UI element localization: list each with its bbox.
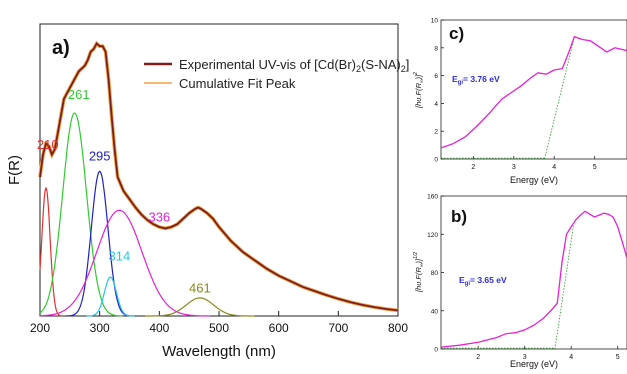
panel-a-x-tick-label: 600 (269, 321, 289, 335)
panel-c-y-tick-label: 10 (431, 18, 439, 25)
panel-c-ticks: 2 3 4 5 0 2 4 6 8 10 (431, 18, 597, 172)
panel-b-y-tick-label: 80 (431, 270, 439, 277)
fit-peak-261 (39, 112, 123, 317)
panel-c-y-tick-label: 8 (434, 45, 438, 52)
panel-b-x-tick-label: 5 (616, 354, 620, 361)
panel-a-x-tick-label: 300 (90, 321, 110, 335)
panel-b-tangent-line (441, 224, 574, 350)
panel-b-y-axis-label: [hυ.F(R∞)]1/2 (413, 252, 425, 293)
panel-b-x-tick-label: 2 (476, 354, 480, 361)
panel-a-y-axis-label: F(R) (6, 155, 23, 185)
experimental-line (39, 42, 399, 312)
panel-a-legend: Experimental UV-vis of [Cd(Br)2(S-NA)2] … (144, 57, 409, 91)
panel-c: c) 2 3 4 5 0 2 4 6 8 10 Energy (eV) [hυ.F(R∞)]2 E… (413, 18, 627, 185)
panel-a-x-tick-label: 700 (328, 321, 348, 335)
panel-c-frame (440, 19, 627, 160)
panel-c-y-tick-label: 2 (434, 129, 438, 136)
panel-b-spectrum (440, 210, 627, 348)
panel-c-x-tick-label: 2 (471, 164, 475, 171)
panel-a-x-axis-label: Wavelength (nm) (162, 343, 276, 360)
panel-b: b) 2 3 4 5 0 40 80 120 160 Energy (eV) [hυ.F(R∞)… (413, 194, 627, 369)
panel-b-tag: b) (451, 207, 467, 226)
panel-a-peak-labels: 210 261 295 314 336 461 (37, 87, 211, 295)
panel-b-bandgap: Egi= 3.65 eV (459, 275, 507, 287)
panel-b-curve (440, 210, 627, 348)
peak-label-461: 461 (189, 280, 211, 295)
panel-a-x-tick-label: 400 (149, 321, 169, 335)
panel-c-tag: c) (449, 24, 464, 43)
peak-label-295: 295 (89, 148, 111, 163)
panel-b-x-tick-label: 3 (523, 354, 527, 361)
panel-b-y-tick-label: 160 (427, 194, 438, 201)
panel-b-y-tick-label: 120 (427, 232, 438, 239)
panel-c-y-tick-label: 6 (434, 73, 438, 80)
peak-label-314: 314 (109, 248, 131, 263)
panel-c-spectrum (440, 35, 627, 149)
panel-b-ticks: 2 3 4 5 0 40 80 120 160 (427, 194, 620, 362)
panel-c-fit-line (544, 36, 575, 160)
panel-a-x-ticks: 200 300 400 500 600 700 800 (30, 311, 408, 335)
panel-c-x-tick-label: 5 (593, 164, 597, 171)
peak-label-336: 336 (148, 209, 170, 224)
legend-entry-cumulative: Cumulative Fit Peak (179, 76, 296, 91)
panel-c-curve (440, 35, 627, 149)
fit-peak-336 (39, 209, 210, 317)
panel-a-x-tick-label: 200 (30, 321, 50, 335)
panel-b-x-tick-label: 4 (569, 354, 573, 361)
panel-b-fit-line (554, 224, 574, 350)
panel-c-x-tick-label: 4 (552, 164, 556, 171)
panel-a-experimental (38, 40, 399, 313)
fit-peak-461 (145, 297, 255, 317)
peak-label-261: 261 (68, 87, 90, 102)
panel-c-x-axis-label: Energy (eV) (510, 175, 558, 185)
panel-c-y-axis-label: [hυ.F(R∞)]2 (413, 72, 425, 109)
panel-a-x-tick-label: 500 (209, 321, 229, 335)
panel-b-frame (440, 195, 627, 350)
panel-b-y-tick-label: 0 (434, 347, 438, 354)
panel-b-y-tick-label: 40 (431, 308, 439, 315)
panel-a: a) 200 300 400 500 600 700 800 Wavelength (nm)… (6, 23, 409, 360)
panel-c-y-tick-label: 0 (434, 157, 438, 164)
panel-c-x-tick-label: 3 (512, 164, 516, 171)
fit-peak-314 (86, 276, 135, 317)
panel-c-tangent-line (441, 36, 575, 160)
panel-a-fit-peaks (39, 112, 255, 317)
panel-b-x-axis-label: Energy (eV) (510, 359, 558, 369)
panel-c-y-tick-label: 4 (434, 101, 438, 108)
fit-peak-295 (66, 170, 134, 317)
panel-c-bandgap: Egi= 3.76 eV (452, 74, 500, 86)
legend-entry-experimental: Experimental UV-vis of [Cd(Br)2(S-NA)2] (179, 57, 409, 74)
fit-peak-210 (39, 186, 63, 317)
panel-a-tag: a) (52, 37, 70, 59)
panel-a-x-tick-label: 800 (388, 321, 408, 335)
peak-label-210: 210 (37, 137, 59, 152)
